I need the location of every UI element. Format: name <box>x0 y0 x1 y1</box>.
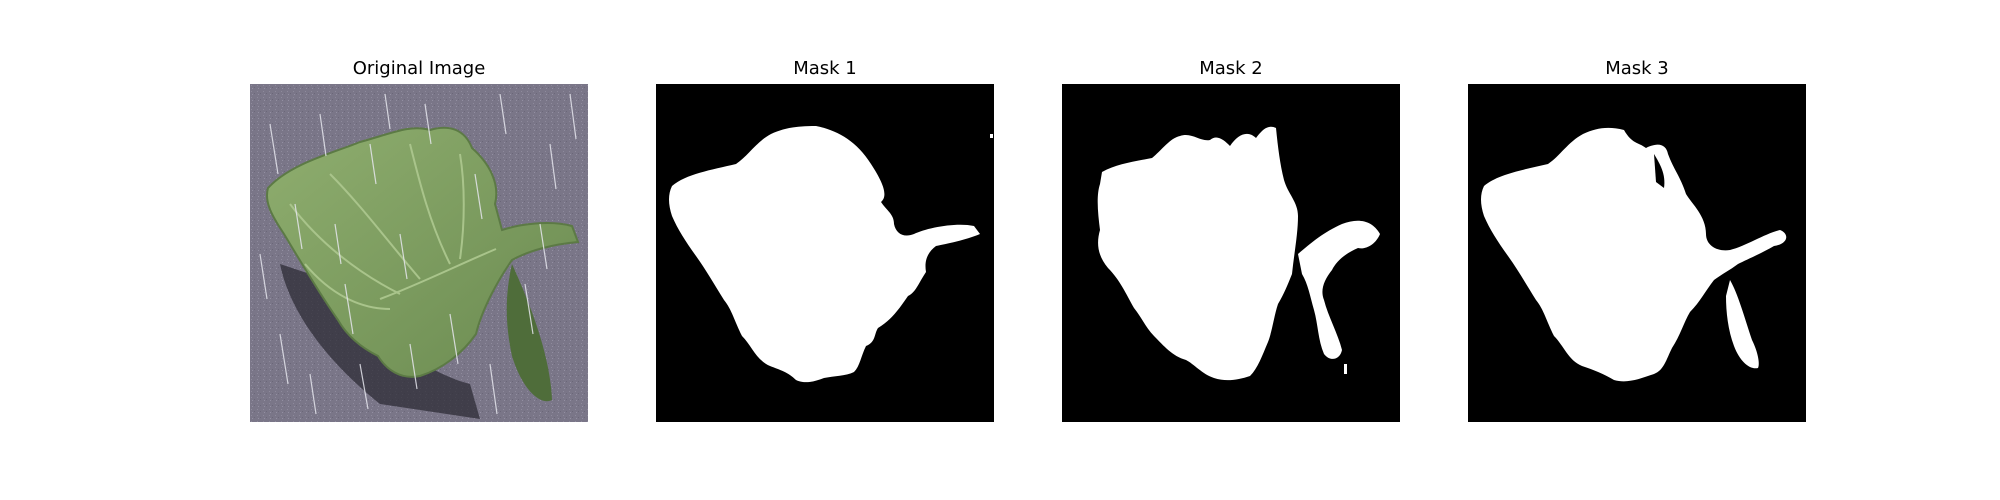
panel-title: Original Image <box>352 58 486 79</box>
leaf-veins <box>289 143 497 310</box>
mask-3-notch <box>1654 154 1665 188</box>
mask-speck <box>1344 364 1347 374</box>
mask-3-main-shape <box>1481 127 1787 382</box>
mask-2-stem-shape <box>1298 220 1380 359</box>
mask-1-image <box>656 84 994 422</box>
mask-3-leaflet-shape <box>1726 280 1759 369</box>
original-image-panel: Original Image <box>250 56 588 422</box>
mask-1-panel: Mask 1 <box>656 56 994 422</box>
original-image <box>250 84 588 422</box>
panel-title: Mask 2 <box>1199 58 1263 79</box>
small-leaflet <box>506 264 552 402</box>
mask-speck <box>990 134 993 138</box>
mask-1-shape <box>669 126 980 383</box>
mask-2-panel: Mask 2 <box>1062 56 1400 422</box>
panel-title: Mask 3 <box>1605 58 1669 79</box>
mask-2-main-shape <box>1097 126 1298 381</box>
mask-2-image <box>1062 84 1400 422</box>
rain-streaks <box>259 93 577 415</box>
mask-3-panel: Mask 3 <box>1468 56 1806 422</box>
leaf-photo <box>250 84 588 422</box>
mask-3-image <box>1468 84 1806 422</box>
panel-title: Mask 1 <box>793 58 857 79</box>
